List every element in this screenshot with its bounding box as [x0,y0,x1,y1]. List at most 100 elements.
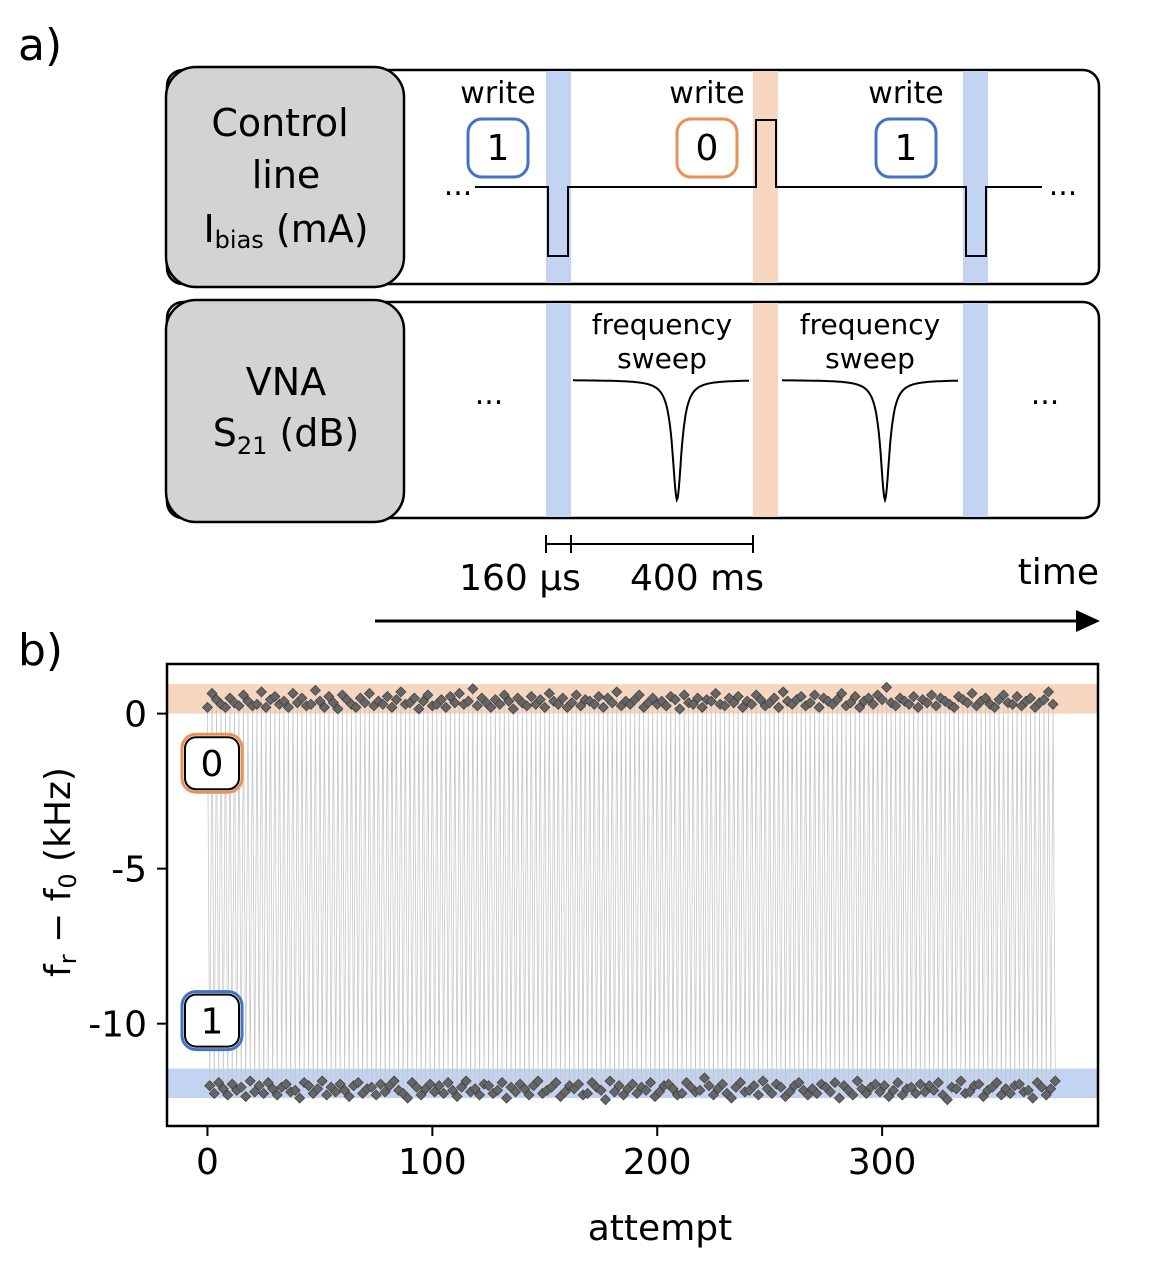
bit-value-0: 0 [696,128,719,169]
data-point [262,1077,274,1089]
data-point [921,697,933,709]
data-point [737,701,749,713]
data-point [251,698,263,710]
data-point [757,1075,769,1087]
data-point [435,694,447,706]
data-point [280,1078,292,1090]
bit-box-1b [874,117,938,179]
data-point [988,701,1001,713]
panel-b-label: b) [18,625,63,676]
transition-lines [207,687,1056,1100]
data-point [1047,698,1059,710]
data-point [919,1086,931,1098]
time-label: time [1018,552,1099,593]
sweep-label-2-line1: frequency [800,308,940,341]
data-point [991,1077,1003,1089]
data-point [1004,1087,1016,1100]
data-point [617,1089,630,1101]
data-point [604,1075,616,1087]
data-point [462,695,474,707]
data-point [429,1086,441,1098]
data-point [633,689,645,701]
data-point [303,1080,315,1092]
data-point [296,692,308,704]
data-point [359,697,371,709]
data-point [1024,692,1037,704]
data-point [469,1083,481,1095]
data-point [316,1075,328,1087]
data-point [550,1077,562,1089]
write-label-0: write [669,76,744,111]
sweep-label-1-line1: frequency [592,308,732,341]
data-point [1038,694,1050,706]
data-point [417,695,429,707]
data-point [849,690,861,703]
data-point [728,697,740,709]
data-point [705,695,717,707]
transition-trace [207,687,1056,1100]
data-point [851,1075,863,1087]
data-point [766,1087,778,1100]
state-tags: 01 [180,732,244,1052]
data-point [676,1087,688,1100]
data-point [343,1090,355,1103]
data-point [874,1086,886,1098]
state-tag-label-0: 0 [201,744,224,785]
data-point [674,703,686,715]
data-point [422,689,434,701]
data-point [534,694,546,706]
data-point [260,701,272,713]
data-point [932,1077,944,1089]
data-point [698,1072,711,1084]
data-point [222,1089,234,1101]
data-point [653,1086,666,1098]
data-point [483,1080,495,1092]
vna-ellipsis-right: ... [1031,377,1060,412]
data-point [255,686,268,698]
data-point [240,1090,252,1103]
data-point [204,1080,216,1092]
data-point [631,1087,643,1100]
data-point [845,697,857,709]
s21-subscript: 21 [237,432,268,460]
data-point [863,692,875,704]
bit-box-1 [466,117,530,179]
data-point [1006,698,1019,710]
data-point [734,1077,747,1089]
data-point [1013,1078,1025,1090]
x-tick-label: 300 [848,1142,917,1183]
data-point [327,697,339,709]
ibias-unit: (mA) [264,207,369,251]
data-point [809,689,821,701]
state-tag-box-1 [180,990,244,1052]
control-line-title: Control [211,101,348,145]
data-point [1022,1084,1034,1096]
write-label-1b: write [868,76,943,111]
data-point [748,1080,760,1092]
data-point [233,700,245,712]
data-point [413,703,425,715]
x-tick-label: 100 [398,1142,467,1183]
data-point [912,701,924,713]
data-point [966,687,978,700]
data-point [599,1094,612,1106]
write-band-0-vna [753,303,778,517]
data-point [867,698,879,710]
data-point [611,686,623,698]
data-point [903,698,915,710]
data-point [366,1081,378,1093]
data-point [235,1081,247,1093]
data-point [323,690,335,703]
x-tick-label: 200 [623,1142,692,1183]
data-point [433,1080,445,1092]
data-point [719,700,731,712]
control-ellipsis-right: ... [1049,168,1078,203]
data-point [703,1080,715,1092]
data-point [905,1081,917,1093]
data-point [447,1084,459,1096]
ibias-symbol: I [203,207,214,251]
write-band-0-control [753,71,778,283]
data-point [521,700,533,712]
data-point [892,1077,904,1089]
